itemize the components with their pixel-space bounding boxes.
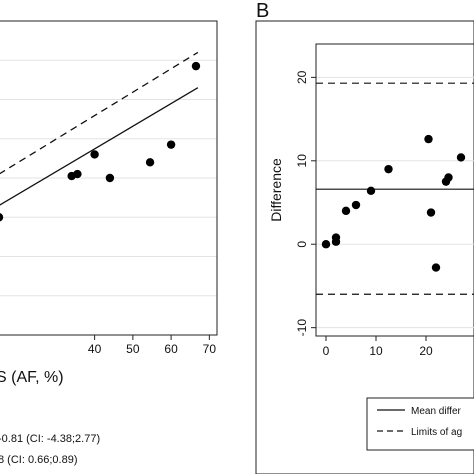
- panel-b-lines: [316, 82, 474, 295]
- panel-a: 40 50 60 70 S (AF, %) -0.81 (CI: -4.38;2.77…: [0, 20, 218, 466]
- panel-a-data-point: [73, 169, 82, 179]
- panel-b-y-tick-label: -10: [295, 319, 309, 337]
- panel-b-points: [321, 134, 466, 272]
- panel-b-data-point: [456, 153, 466, 162]
- panel-a-data-point: [166, 140, 176, 149]
- panel-b-data-point: [424, 134, 433, 144]
- panel-a-points: [0, 61, 201, 222]
- panel-b-data-point: [444, 173, 453, 182]
- panel-a-stat-line-1: -0.81 (CI: -4.38;2.77): [0, 433, 100, 445]
- panel-a-x-tick-label: 50: [126, 342, 140, 356]
- panel-a-lines: [0, 51, 199, 206]
- panel-a-data-point: [90, 150, 99, 159]
- panel-b-data-point: [341, 206, 351, 216]
- panel-a-regression-line: [0, 87, 199, 206]
- panel-b-y-tick-label: 0: [295, 241, 309, 248]
- panel-a-data-point: [105, 173, 115, 183]
- panel-a-stat-line-2: 8 (CI: 0.66;0.89): [0, 454, 78, 466]
- panel-a-x-ticks: 40 50 60 70: [88, 335, 216, 356]
- panel-b-data-point: [384, 164, 393, 174]
- panel-b-x-tick-label: 0: [323, 344, 330, 358]
- panel-b-legend: [366, 397, 474, 451]
- legend-limits-label: Limits of ag: [411, 427, 462, 438]
- panel-b-outer-frame: [255, 20, 474, 474]
- panel-b-gridlines: [316, 76, 474, 329]
- panel-b-data-point: [331, 233, 341, 242]
- panel-a-dashed-line: [0, 51, 199, 175]
- panel-b-data-point: [366, 186, 376, 196]
- panel-a-gridlines: [0, 59, 217, 297]
- panel-b-y-axis-label: Difference: [268, 158, 284, 222]
- panel-a-x-tick-label: 60: [164, 342, 178, 356]
- panel-a-x-axis-label: S (AF, %): [0, 369, 64, 386]
- panel-a-plot-frame: [0, 20, 218, 336]
- panel-b-letter: B: [256, 0, 269, 22]
- panel-b-x-tick-label: 10: [369, 344, 383, 358]
- panel-a-data-point: [0, 213, 4, 222]
- legend-mean-label: Mean differ: [411, 406, 462, 417]
- panel-b-y-ticks: -10 0 10 20: [295, 70, 316, 336]
- panel-b-data-point: [431, 263, 441, 272]
- panel-a-data-point: [191, 61, 201, 71]
- panel-a-x-tick-label: 70: [203, 342, 217, 356]
- panel-b-data-point: [351, 200, 361, 210]
- panel-b-data-point: [426, 208, 436, 217]
- panel-b-data-point: [321, 240, 331, 249]
- panel-b-x-tick-label: 20: [419, 344, 433, 358]
- panel-b-plot-frame: [315, 43, 474, 337]
- panel-a-x-tick-label: 40: [88, 342, 102, 356]
- panel-b-y-tick-label: 20: [295, 70, 309, 84]
- panel-b-y-tick-label: 10: [295, 154, 309, 168]
- panel-a-data-point: [145, 158, 155, 167]
- panel-b-x-ticks: 0 10 20: [323, 336, 433, 358]
